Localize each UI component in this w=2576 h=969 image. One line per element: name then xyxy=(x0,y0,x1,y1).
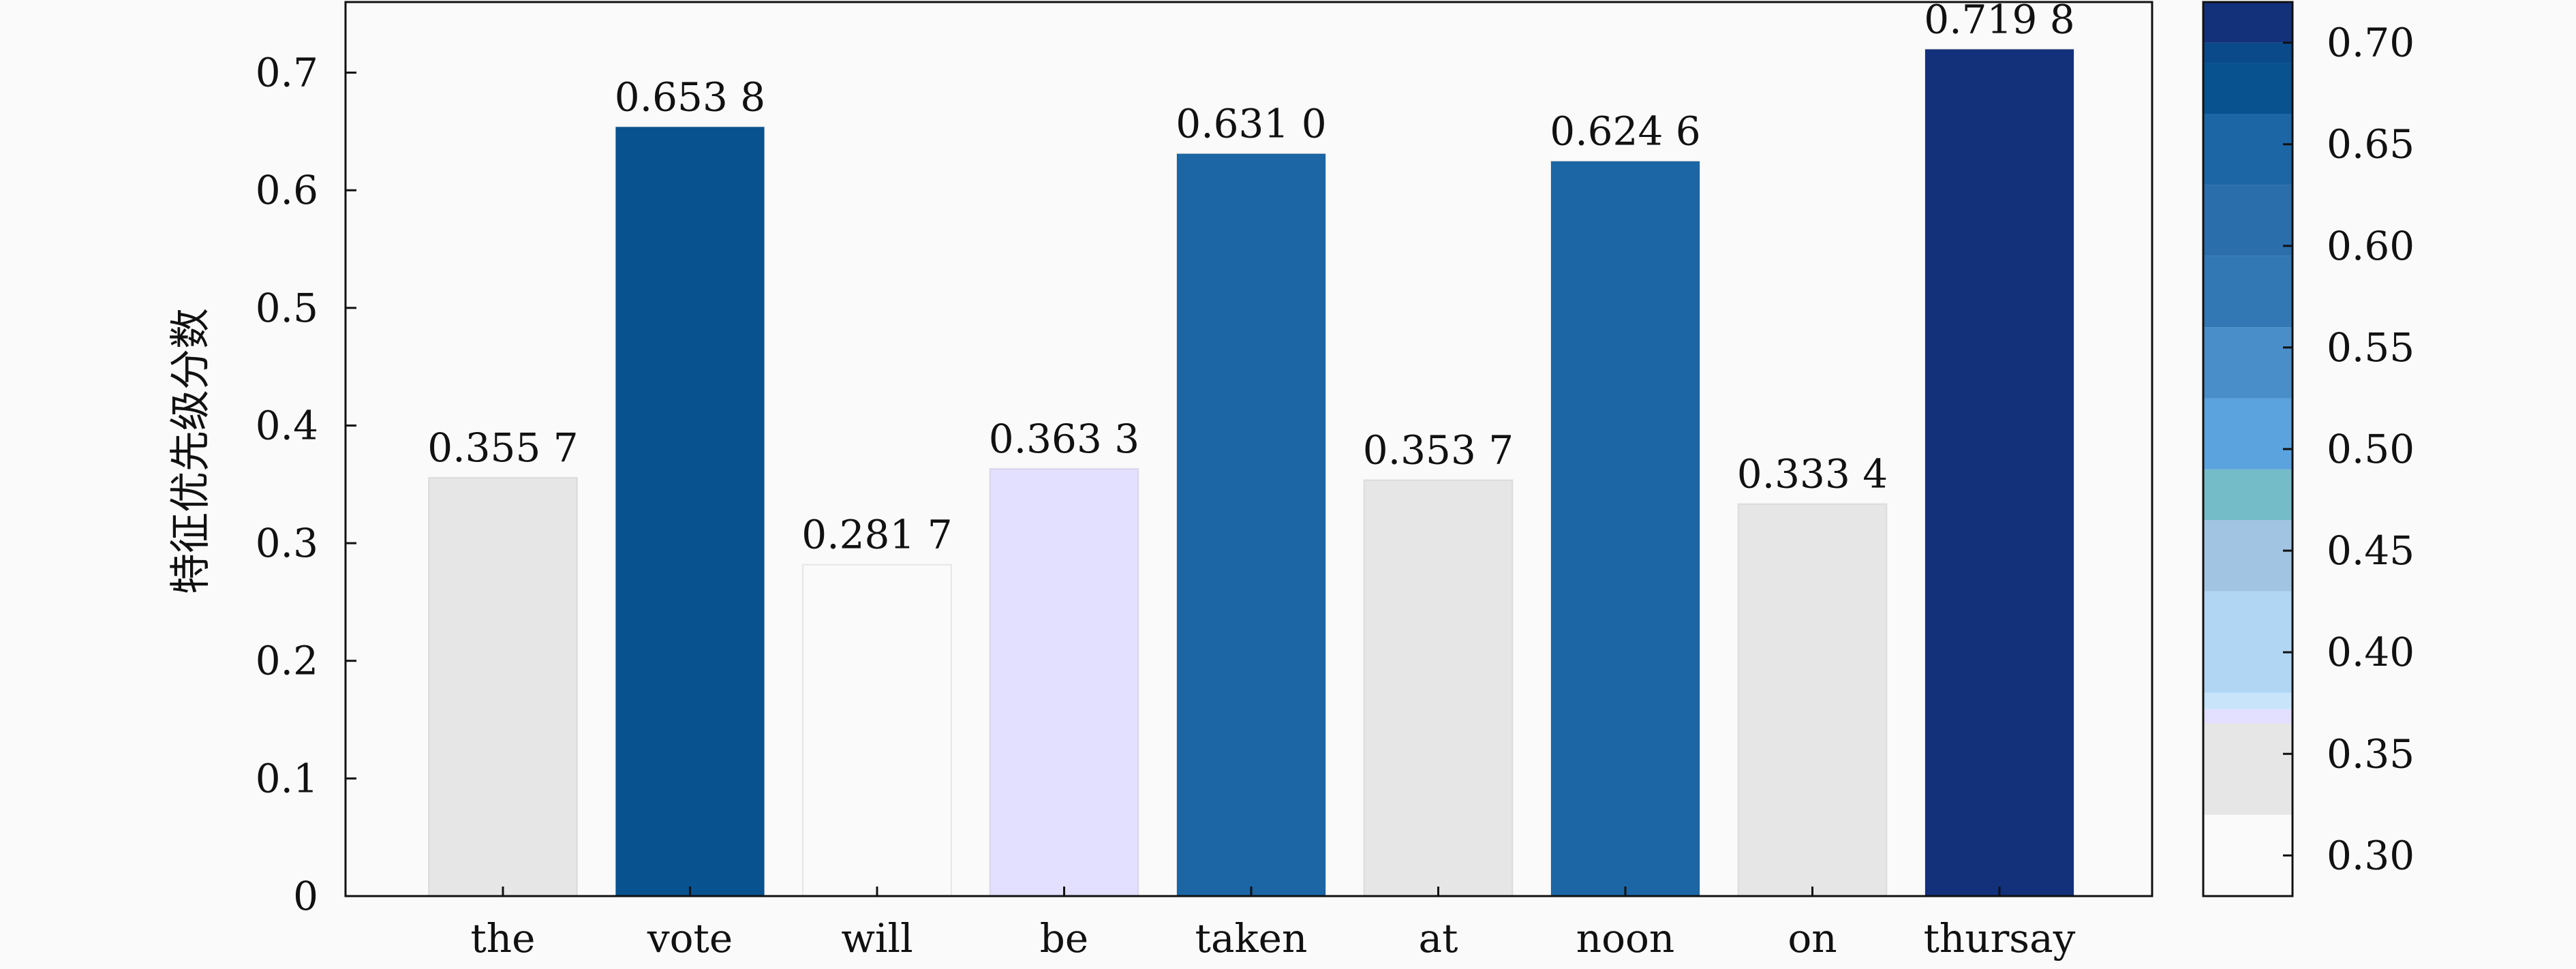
y-tick-label-3: 0.3 xyxy=(256,520,318,566)
x-tick-label-vote: vote xyxy=(647,915,733,962)
colorbar-band-2 xyxy=(2203,709,2293,724)
colorbar-tick-label-5: 0.55 xyxy=(2327,324,2414,371)
x-tick-label-noon: noon xyxy=(1576,915,1675,962)
value-label-noon: 0.624 6 xyxy=(1550,108,1700,155)
colorbar: 0.30 0.35 0.40 0.45 0.50 0.55 0.60 0.65 0.70 xyxy=(2202,1,2414,897)
x-tick-label-thursay: thursay xyxy=(1924,915,2076,962)
y-tick-label-7: 0.7 xyxy=(256,50,318,96)
bars-layer xyxy=(428,48,2074,897)
y-tick-label-2: 0.2 xyxy=(256,638,318,684)
colorbar-tick-label-3: 0.45 xyxy=(2327,527,2414,574)
colorbar-tick-label-1: 0.35 xyxy=(2327,730,2414,777)
value-label-at: 0.353 7 xyxy=(1363,427,1514,473)
colorbar-tick-label-0: 0.30 xyxy=(2327,832,2414,878)
bar-be xyxy=(989,467,1139,897)
colorbar-band-9 xyxy=(2203,256,2293,328)
colorbar-band-12 xyxy=(2203,63,2293,114)
value-label-on: 0.333 4 xyxy=(1737,450,1888,497)
bar-at xyxy=(1363,479,1514,897)
bar-on xyxy=(1737,503,1888,897)
bar-noon xyxy=(1550,160,1700,897)
colorbar-band-8 xyxy=(2203,327,2293,399)
y-tick-label-6: 0.6 xyxy=(256,167,318,213)
y-axis-label: 特征优先级分数 xyxy=(167,308,215,594)
x-tick-label-the: the xyxy=(471,915,536,962)
plot-frame xyxy=(344,1,2153,897)
y-tick-label-5: 0.5 xyxy=(256,285,318,331)
value-label-thursay: 0.719 8 xyxy=(1924,0,2074,42)
x-tick-label-will: will xyxy=(841,915,913,962)
colorbar-tick-label-2: 0.40 xyxy=(2327,629,2414,675)
bar-vote xyxy=(615,126,765,897)
value-label-the: 0.355 7 xyxy=(427,425,578,471)
colorbar-band-1 xyxy=(2203,723,2293,815)
bar-the xyxy=(428,476,578,897)
colorbar-tick-label-8: 0.70 xyxy=(2327,20,2414,66)
colorbar-band-13 xyxy=(2203,42,2293,63)
colorbar-tick-label-6: 0.60 xyxy=(2327,223,2414,269)
x-tick-label-taken: taken xyxy=(1195,915,1308,962)
x-tick-label-at: at xyxy=(1419,915,1458,962)
y-tick-label-1: 0.1 xyxy=(256,755,318,801)
colorbar-tick-label-7: 0.65 xyxy=(2327,121,2414,168)
axes-layer xyxy=(344,1,2153,897)
colorbar-tick-label-4: 0.50 xyxy=(2327,426,2414,472)
y-tick-label-4: 0.4 xyxy=(256,402,318,448)
bar-will xyxy=(802,564,952,897)
labels-layer: 0.355 7 the 0.653 8 vote 0.281 7 will 0.363 3 b… xyxy=(256,0,2076,962)
y-tick-label-0: 0 xyxy=(293,873,318,919)
value-label-will: 0.281 7 xyxy=(801,512,952,558)
colorbar-band-14 xyxy=(2203,2,2293,43)
colorbar-band-5 xyxy=(2203,520,2293,591)
value-label-taken: 0.631 0 xyxy=(1176,101,1326,147)
x-tick-label-on: on xyxy=(1788,915,1837,962)
bar-taken xyxy=(1176,153,1326,897)
colorbar-band-11 xyxy=(2203,114,2293,185)
colorbar-band-7 xyxy=(2203,398,2293,470)
colorbar-band-6 xyxy=(2203,469,2293,521)
colorbar-band-3 xyxy=(2203,692,2293,709)
colorbar-band-0 xyxy=(2203,814,2293,896)
value-label-be: 0.363 3 xyxy=(989,416,1139,462)
colorbar-band-4 xyxy=(2203,591,2293,693)
value-label-vote: 0.653 8 xyxy=(615,74,765,120)
colorbar-band-10 xyxy=(2203,185,2293,256)
x-tick-label-be: be xyxy=(1040,915,1088,962)
bar-thursay xyxy=(1925,48,2074,897)
